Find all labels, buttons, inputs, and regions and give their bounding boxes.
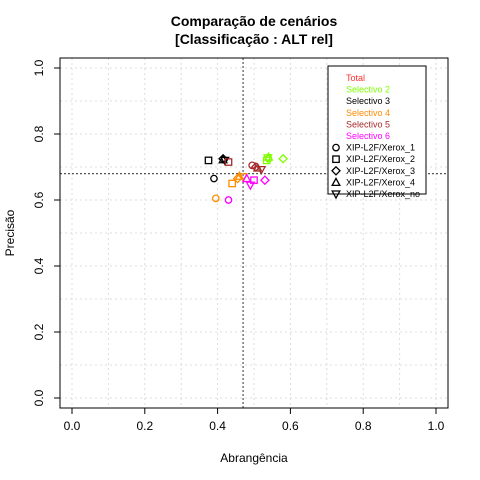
- data-point: [219, 156, 230, 166]
- data-point: [278, 153, 289, 164]
- data-point: [224, 158, 233, 166]
- data-point: [204, 156, 213, 165]
- legend-entry-series: Selectivo 2: [346, 85, 390, 95]
- legend-entry-series: Selectivo 5: [346, 119, 390, 129]
- y-tick-label: 1.0: [32, 59, 46, 76]
- legend-entry-series: Selectivo 6: [346, 131, 390, 141]
- x-tick-label: 0.2: [136, 419, 153, 433]
- legend-entry-shape: XIP-L2F/Xerox_2: [346, 154, 415, 164]
- plot-frame: [59, 57, 449, 409]
- legend-entry-shape: XIP-L2F/Xerox_1: [346, 143, 415, 153]
- data-point: [262, 156, 271, 165]
- data-point: [262, 154, 273, 164]
- legend-entry-shape: XIP-L2F/Xerox_no: [346, 189, 420, 199]
- data-point: [210, 174, 218, 183]
- chart-title: Comparação de cenários: [171, 13, 338, 29]
- legend-marker: [331, 190, 341, 200]
- data-point: [211, 194, 220, 203]
- legend-entry-series: Total: [346, 73, 365, 83]
- y-tick-label: 0.6: [32, 191, 46, 208]
- legend-entry-shape: XIP-L2F/Xerox_3: [346, 166, 415, 176]
- grid: [60, 58, 448, 408]
- x-axis: 0.0 0.2 0.4 0.6 0.8 1.0: [64, 408, 445, 433]
- y-tick-label: 0.8: [32, 125, 46, 142]
- data-point: [245, 181, 256, 191]
- data-point: [252, 162, 263, 172]
- legend-entry-series: Selectivo 3: [346, 96, 390, 106]
- data-point: [256, 165, 267, 176]
- legend-entry-series: Selectivo 4: [346, 108, 390, 118]
- data-point: [234, 170, 245, 180]
- data-point: [228, 179, 237, 188]
- y-axis-title: Precisão: [3, 209, 17, 256]
- x-tick-label: 0.8: [355, 419, 372, 433]
- data-points: [204, 151, 289, 204]
- reference-lines: [60, 58, 448, 408]
- legend-marker: [331, 177, 341, 187]
- x-tick-label: 0.4: [209, 419, 226, 433]
- legend-entry-shape: XIP-L2F/Xerox_4: [346, 177, 415, 187]
- x-tick-label: 0.6: [282, 419, 299, 433]
- data-point: [248, 161, 257, 170]
- legend-marker: [332, 143, 340, 152]
- x-axis-title: Abrangência: [220, 451, 288, 465]
- y-axis: 0.0 0.2 0.4 0.6 0.8 1.0: [32, 59, 60, 406]
- legend-marker: [331, 165, 341, 176]
- y-tick-label: 0.0: [32, 389, 46, 406]
- data-point: [224, 196, 233, 204]
- data-point: [260, 175, 270, 186]
- legend-box: [327, 65, 427, 195]
- y-tick-label: 0.2: [32, 323, 46, 340]
- data-point: [264, 154, 273, 163]
- chart-subtitle: [Classificação : ALT rel]: [175, 31, 333, 47]
- y-tick-label: 0.4: [32, 257, 46, 274]
- legend-marker: [332, 155, 340, 164]
- x-tick-label: 1.0: [428, 419, 445, 433]
- data-point: [232, 173, 243, 184]
- x-tick-label: 0.0: [64, 419, 81, 433]
